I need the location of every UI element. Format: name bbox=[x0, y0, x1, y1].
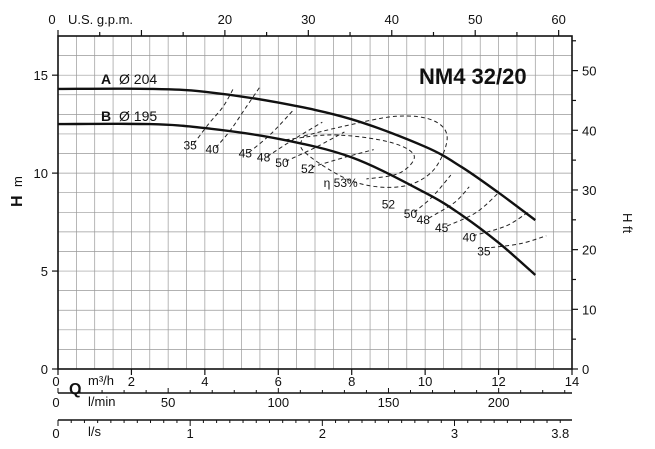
efficiency-label: 52 bbox=[301, 162, 315, 176]
efficiency-label: η 53% bbox=[324, 176, 358, 190]
gpm-tick-label: 0 bbox=[48, 12, 55, 27]
m3h-tick-label: 2 bbox=[128, 374, 135, 389]
efficiency-label: 35 bbox=[183, 139, 197, 153]
efficiency-arc-right-48 bbox=[428, 186, 470, 219]
head-curve-b bbox=[57, 122, 537, 276]
efficiency-label: 40 bbox=[463, 231, 477, 245]
lmin-tick-label: 100 bbox=[267, 395, 289, 410]
m3h-tick-label: 0 bbox=[52, 374, 59, 389]
efficiency-arc-left-50 bbox=[285, 131, 345, 162]
efficiency-arc-left-48 bbox=[267, 121, 323, 157]
efficiency-label: 45 bbox=[239, 146, 253, 160]
m3h-tick-label: 10 bbox=[418, 374, 432, 389]
hft-axis-label: H ft bbox=[620, 213, 635, 234]
efficiency-arc-right-35 bbox=[491, 235, 547, 249]
hm-tick-label: 10 bbox=[34, 166, 48, 181]
efficiency-label: 48 bbox=[417, 213, 431, 227]
efficiency-arc-right-45 bbox=[446, 192, 499, 227]
efficiency-label: 50 bbox=[404, 207, 418, 221]
efficiency-label: 48 bbox=[257, 150, 271, 164]
efficiency-arc-right-50 bbox=[413, 174, 452, 213]
m3h-tick-label: 12 bbox=[491, 374, 505, 389]
lmin-axis-label: l/min bbox=[88, 394, 115, 409]
lmin-tick-label: 0 bbox=[52, 395, 59, 410]
hm-tick-label: 0 bbox=[41, 362, 48, 377]
m3h-tick-label: 14 bbox=[565, 374, 579, 389]
efficiency-label: 45 bbox=[435, 221, 449, 235]
head-curve-a bbox=[57, 87, 537, 222]
gpm-tick-label: 60 bbox=[551, 12, 565, 27]
efficiency-loop-52 bbox=[285, 134, 415, 180]
lmin-tick-label: 50 bbox=[161, 395, 175, 410]
efficiency-label: 35 bbox=[477, 244, 491, 258]
gpm-axis-label: U.S. g.p.m. bbox=[68, 12, 133, 27]
m3h-tick-label: 8 bbox=[348, 374, 355, 389]
gpm-tick-label: 40 bbox=[385, 12, 399, 27]
ls-tick-label: 0 bbox=[52, 426, 59, 441]
chart-grid bbox=[58, 36, 572, 369]
hft-tick-label: 0 bbox=[582, 362, 589, 377]
efficiency-loop-53 bbox=[299, 115, 448, 188]
q-axis-label: Q bbox=[69, 381, 81, 398]
hft-tick-label: 30 bbox=[582, 183, 596, 198]
hm-tick-label: 15 bbox=[34, 68, 48, 83]
efficiency-label: 52 bbox=[382, 197, 396, 211]
curve-b-label: B Ø 195 bbox=[101, 108, 157, 124]
gpm-tick-label: 50 bbox=[468, 12, 482, 27]
efficiency-arc-right-40 bbox=[472, 211, 529, 237]
hm-axis-label: H m bbox=[9, 176, 26, 207]
hm-tick-label: 5 bbox=[41, 264, 48, 279]
ls-tick-label: 1 bbox=[187, 426, 194, 441]
efficiency-arc-left-45 bbox=[248, 110, 294, 153]
lmin-tick-label: 200 bbox=[488, 395, 510, 410]
m3h-tick-label: 6 bbox=[275, 374, 282, 389]
m3h-tick-label: 4 bbox=[201, 374, 208, 389]
ls-tick-label: 3.8 bbox=[551, 426, 569, 441]
curve-a-label: A Ø 204 bbox=[101, 71, 157, 87]
m3h-axis-label: m³/h bbox=[88, 373, 114, 388]
plot-frame bbox=[57, 35, 573, 370]
efficiency-arc-left-35 bbox=[193, 86, 235, 145]
chart-title: NM4 32/20 bbox=[419, 64, 527, 89]
ls-tick-label: 3 bbox=[451, 426, 458, 441]
efficiency-label: 40 bbox=[206, 143, 220, 157]
gpm-tick-label: 20 bbox=[218, 12, 232, 27]
lmin-tick-label: 150 bbox=[378, 395, 400, 410]
hft-tick-label: 20 bbox=[582, 243, 596, 258]
head-curves bbox=[57, 87, 537, 276]
ls-tick-label: 2 bbox=[319, 426, 326, 441]
hft-tick-label: 50 bbox=[582, 64, 596, 79]
efficiency-label: 50 bbox=[275, 156, 289, 170]
efficiency-arc-left-40 bbox=[215, 86, 261, 149]
hft-tick-label: 10 bbox=[582, 302, 596, 317]
efficiency-arc-left-52 bbox=[311, 149, 374, 168]
gpm-tick-label: 30 bbox=[301, 12, 315, 27]
ls-axis-label: l/s bbox=[88, 424, 102, 439]
hft-tick-label: 40 bbox=[582, 123, 596, 138]
